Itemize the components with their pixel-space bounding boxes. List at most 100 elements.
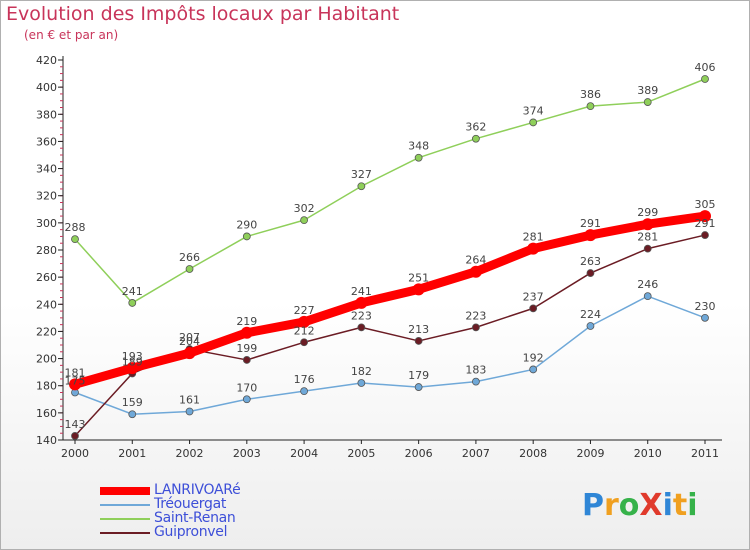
- data-point-lanrivoare: [126, 362, 139, 375]
- data-point-guipronvel: [586, 269, 595, 277]
- data-label-treouergat: 179: [408, 369, 429, 382]
- data-label-treouergat: 175: [65, 375, 86, 388]
- data-label-saint-renan: 290: [236, 218, 257, 231]
- data-point-treouergat: [242, 395, 251, 404]
- series-layer: [69, 75, 711, 440]
- data-point-treouergat: [414, 383, 423, 391]
- legend-label: LANRIVOARé: [154, 482, 241, 498]
- y-tick-label: 200: [36, 353, 57, 366]
- y-tick-label: 320: [36, 190, 57, 203]
- data-label-lanrivoare: 241: [351, 285, 372, 298]
- data-label-treouergat: 224: [580, 308, 601, 321]
- data-point-guipronvel: [300, 338, 308, 347]
- data-label-saint-renan: 302: [294, 202, 315, 215]
- data-point-guipronvel: [357, 323, 366, 332]
- data-label-lanrivoare: 193: [122, 350, 143, 363]
- data-label-lanrivoare: 251: [408, 271, 429, 284]
- data-point-lanrivoare: [69, 378, 81, 391]
- data-label-guipronvel: 213: [408, 323, 429, 336]
- data-label-treouergat: 170: [236, 381, 257, 394]
- data-label-guipronvel: 263: [580, 255, 601, 268]
- data-point-guipronvel: [643, 244, 652, 253]
- x-tick-label: 2010: [634, 447, 662, 460]
- data-point-treouergat: [300, 387, 308, 396]
- x-tick-label: 2011: [691, 447, 719, 460]
- series-line-lanrivoare: [70, 211, 710, 389]
- y-tick-label: 280: [36, 244, 57, 257]
- y-tick-label: 360: [36, 135, 57, 148]
- data-label-treouergat: 246: [637, 278, 658, 291]
- data-point-saint-renan: [586, 102, 595, 111]
- data-point-treouergat: [586, 322, 595, 330]
- y-tick-label: 140: [36, 434, 57, 447]
- data-point-lanrivoare: [412, 283, 425, 296]
- data-point-treouergat: [643, 292, 652, 301]
- data-label-lanrivoare: 299: [637, 206, 658, 219]
- y-tick-label: 420: [36, 54, 57, 67]
- data-point-treouergat: [128, 410, 137, 419]
- y-tick-label: 240: [36, 298, 57, 311]
- data-label-treouergat: 182: [351, 365, 372, 378]
- x-tick-label: 2006: [405, 447, 433, 460]
- data-point-guipronvel: [472, 323, 480, 332]
- data-point-treouergat: [357, 379, 366, 387]
- x-tick-label: 2007: [462, 447, 490, 460]
- data-label-treouergat: 230: [695, 300, 716, 313]
- data-point-treouergat: [701, 313, 709, 322]
- data-label-lanrivoare: 219: [236, 315, 257, 328]
- y-tick-label: 400: [36, 81, 57, 94]
- data-point-guipronvel: [414, 337, 423, 345]
- data-point-guipronvel: [529, 304, 538, 313]
- data-label-saint-renan: 327: [351, 168, 372, 181]
- series-line-guipronvel: [74, 234, 706, 437]
- data-label-treouergat: 161: [179, 394, 200, 407]
- data-label-treouergat: 192: [523, 351, 544, 364]
- data-label-lanrivoare: 227: [294, 304, 315, 317]
- data-label-saint-renan: 386: [580, 88, 601, 101]
- logo-letter: i: [687, 488, 698, 523]
- data-label-saint-renan: 389: [637, 84, 658, 97]
- data-label-guipronvel: 143: [65, 418, 86, 431]
- logo-letter: X: [639, 488, 663, 523]
- data-label-treouergat: 183: [465, 364, 486, 377]
- data-point-lanrivoare: [641, 218, 654, 231]
- y-tick-label: 160: [36, 407, 57, 420]
- data-point-lanrivoare: [240, 326, 253, 339]
- data-label-saint-renan: 374: [523, 104, 544, 117]
- chart-subtitle: (en € et par an): [24, 28, 119, 42]
- data-point-lanrivoare: [355, 296, 368, 309]
- data-point-saint-renan: [414, 153, 423, 162]
- data-point-saint-renan: [357, 182, 366, 191]
- y-tick-label: 380: [36, 108, 57, 121]
- data-label-treouergat: 159: [122, 396, 143, 409]
- data-point-guipronvel: [71, 432, 79, 440]
- data-point-lanrivoare: [298, 315, 311, 328]
- data-point-guipronvel: [242, 356, 251, 364]
- proxiti-logo: ProXiti: [582, 488, 698, 523]
- data-label-lanrivoare: 204: [179, 335, 200, 348]
- data-point-saint-renan: [472, 134, 480, 143]
- data-point-guipronvel: [701, 231, 709, 239]
- data-label-saint-renan: 266: [179, 251, 200, 264]
- data-label-lanrivoare: 281: [523, 231, 544, 244]
- data-label-guipronvel: 237: [523, 290, 544, 303]
- x-tick-label: 2009: [576, 447, 604, 460]
- y-tick-label: 220: [36, 325, 57, 338]
- y-tick-label: 260: [36, 271, 57, 284]
- data-label-treouergat: 176: [294, 373, 315, 386]
- legend-label: Guipronvel: [154, 524, 228, 540]
- data-label-guipronvel: 199: [236, 342, 257, 355]
- series-line-saint-renan: [74, 78, 706, 304]
- legend-label: Saint-Renan: [154, 510, 236, 526]
- chart-title: Evolution des Impôts locaux par Habitant: [6, 3, 400, 25]
- legend-swatch: [100, 487, 150, 495]
- data-label-guipronvel: 223: [465, 309, 486, 322]
- legend-swatch: [100, 518, 150, 520]
- data-point-saint-renan: [701, 75, 709, 83]
- data-point-lanrivoare: [183, 347, 196, 360]
- data-label-saint-renan: 362: [465, 121, 486, 134]
- axes: 140 160 180 200 220 240 260 280 300 320 340 360 380 4…: [36, 54, 722, 460]
- data-point-lanrivoare: [699, 210, 711, 223]
- data-label-saint-renan: 288: [65, 221, 86, 234]
